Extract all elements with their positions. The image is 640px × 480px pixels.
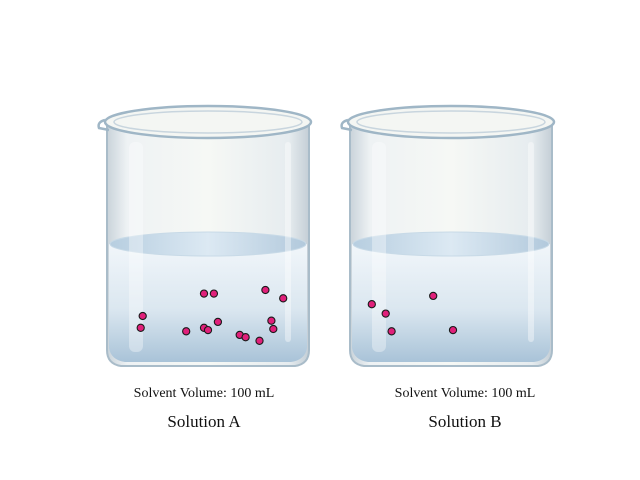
beaker-b-liquid-surface (352, 231, 550, 257)
beaker-b-rim-inner (356, 110, 546, 134)
particle (203, 325, 213, 335)
beaker-a-glare (129, 142, 143, 352)
beaker-b-name: Solution B (428, 412, 502, 431)
particle (136, 323, 145, 332)
particle (269, 324, 278, 334)
particle (387, 327, 396, 336)
particle (429, 291, 438, 301)
beaker-b-rim (346, 104, 556, 140)
beaker-a-rim-inner (113, 110, 303, 134)
beaker-a-volume-label: Solvent Volume: 100 mL (133, 386, 275, 401)
particle (241, 333, 250, 342)
particle (199, 289, 209, 298)
particle (261, 285, 270, 295)
beaker-a-glare-right (285, 142, 291, 342)
beaker-a-particles (136, 285, 288, 345)
particle (138, 311, 147, 321)
particle (182, 327, 191, 336)
particle (255, 336, 264, 345)
beaker-a-liquid-surface (109, 231, 307, 257)
beaker-b-glare-right (528, 142, 534, 342)
particle (381, 309, 390, 318)
beaker-b-spout (340, 118, 353, 132)
particle (279, 294, 288, 303)
beaker-b (340, 104, 556, 367)
particle (367, 300, 376, 309)
beaker-b-liquid (352, 244, 550, 362)
beaker-a-liquid (109, 244, 307, 362)
beaker-a (97, 104, 313, 367)
particle (267, 316, 276, 325)
beaker-a-rim (103, 104, 313, 140)
particle (213, 317, 223, 327)
beaker-b-volume-label: Solvent Volume: 100 mL (394, 386, 536, 401)
beaker-b-particles (367, 291, 458, 336)
beaker-b-glare (372, 142, 386, 352)
beaker-a-name: Solution A (167, 412, 241, 431)
beaker-a-spout (97, 118, 110, 132)
particle (448, 325, 458, 335)
particle (209, 289, 219, 298)
